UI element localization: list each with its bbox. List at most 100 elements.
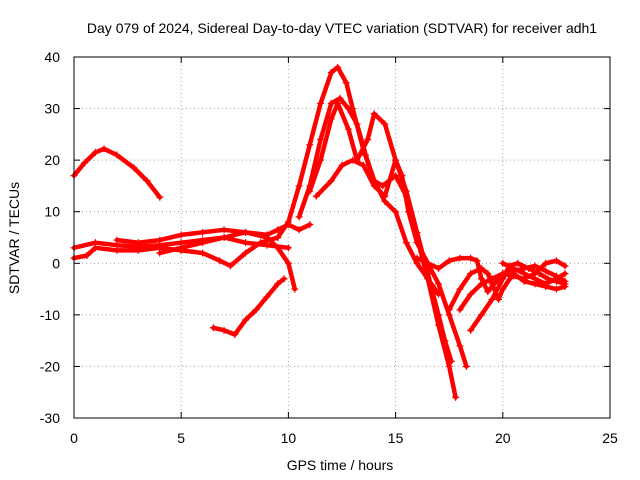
data-point bbox=[220, 226, 228, 234]
data-point bbox=[334, 99, 342, 107]
data-point bbox=[327, 68, 335, 76]
data-point bbox=[327, 115, 335, 123]
x-tick-label: 20 bbox=[495, 430, 511, 446]
data-point bbox=[381, 120, 389, 128]
data-point bbox=[484, 270, 492, 278]
y-tick-label: -30 bbox=[40, 410, 60, 426]
series-arc-storm-peak-2 bbox=[295, 94, 460, 401]
data-point bbox=[510, 272, 518, 280]
data-point bbox=[252, 306, 260, 314]
data-point bbox=[456, 285, 464, 293]
data-point bbox=[177, 231, 185, 239]
data-point bbox=[263, 293, 271, 301]
data-point bbox=[209, 324, 217, 332]
data-point bbox=[552, 285, 560, 293]
data-point bbox=[467, 290, 475, 298]
data-point bbox=[220, 234, 228, 241]
series-arc-storm-peak-3 bbox=[306, 99, 455, 365]
data-point bbox=[156, 193, 164, 201]
y-tick-label: -10 bbox=[40, 307, 60, 323]
data-point bbox=[312, 192, 320, 200]
data-point bbox=[362, 151, 370, 159]
data-point bbox=[456, 342, 464, 350]
data-point bbox=[552, 257, 560, 265]
data-point bbox=[359, 161, 367, 169]
data-point bbox=[462, 362, 470, 370]
plot-frame bbox=[73, 56, 611, 419]
data-point bbox=[402, 239, 410, 247]
data-point bbox=[134, 246, 142, 254]
data-point bbox=[284, 218, 292, 226]
data-point bbox=[499, 285, 507, 293]
data-point bbox=[370, 182, 378, 190]
data-point bbox=[349, 156, 357, 164]
data-point bbox=[317, 99, 325, 107]
chart-title: Day 079 of 2024, Sidereal Day-to-day VTE… bbox=[87, 20, 597, 36]
data-point bbox=[413, 254, 421, 262]
data-point bbox=[473, 257, 481, 265]
data-point bbox=[336, 94, 344, 102]
data-point bbox=[242, 228, 250, 236]
x-tick-label: 5 bbox=[177, 430, 185, 446]
series-arc-early-high bbox=[70, 145, 164, 201]
data-point bbox=[353, 120, 361, 128]
data-point bbox=[467, 326, 475, 334]
y-tick-label: 10 bbox=[44, 204, 60, 220]
data-point bbox=[499, 259, 507, 267]
data-point bbox=[561, 270, 569, 278]
series-line bbox=[314, 157, 469, 369]
x-tick-label: 15 bbox=[388, 430, 404, 446]
data-point bbox=[531, 275, 539, 283]
data-point bbox=[424, 270, 432, 278]
series-line bbox=[307, 101, 454, 364]
data-point bbox=[542, 280, 550, 288]
data-point bbox=[199, 249, 207, 257]
y-tick-label: 20 bbox=[44, 152, 60, 168]
data-point bbox=[199, 228, 207, 236]
data-point bbox=[392, 208, 400, 216]
data-point bbox=[227, 262, 235, 270]
data-point bbox=[231, 330, 239, 338]
data-point bbox=[488, 275, 496, 283]
data-point bbox=[199, 239, 207, 247]
series-arc-low-baseline-4 bbox=[156, 228, 299, 293]
data-point bbox=[381, 192, 389, 200]
data-point bbox=[456, 306, 464, 314]
data-point bbox=[177, 244, 185, 252]
data-point bbox=[242, 316, 250, 324]
data-point bbox=[327, 99, 335, 107]
data-point bbox=[445, 257, 453, 265]
data-point bbox=[306, 221, 314, 229]
series-arc-post-storm-5 bbox=[499, 259, 569, 288]
data-point bbox=[295, 226, 303, 234]
data-point bbox=[488, 295, 496, 303]
data-point bbox=[263, 234, 271, 241]
data-point bbox=[338, 161, 346, 169]
series-line bbox=[296, 96, 458, 400]
series-arc-post-storm-4 bbox=[456, 257, 569, 314]
data-point bbox=[274, 244, 282, 252]
series-layer bbox=[70, 63, 569, 401]
data-point bbox=[456, 254, 464, 262]
data-point bbox=[413, 239, 421, 247]
data-point bbox=[495, 295, 503, 303]
data-point bbox=[91, 244, 99, 252]
data-point bbox=[467, 270, 475, 278]
data-point bbox=[434, 280, 442, 288]
data-point bbox=[370, 110, 378, 118]
data-point bbox=[134, 239, 142, 247]
data-point bbox=[499, 270, 507, 278]
data-point bbox=[334, 63, 342, 71]
data-point bbox=[274, 226, 282, 234]
data-point bbox=[484, 288, 492, 296]
data-point bbox=[434, 264, 442, 272]
data-point bbox=[552, 275, 560, 283]
data-point bbox=[344, 125, 352, 133]
data-point bbox=[220, 326, 228, 334]
data-point bbox=[561, 280, 569, 288]
data-point bbox=[542, 259, 550, 267]
data-point bbox=[344, 105, 352, 113]
data-point bbox=[392, 156, 400, 164]
data-point bbox=[510, 264, 518, 272]
